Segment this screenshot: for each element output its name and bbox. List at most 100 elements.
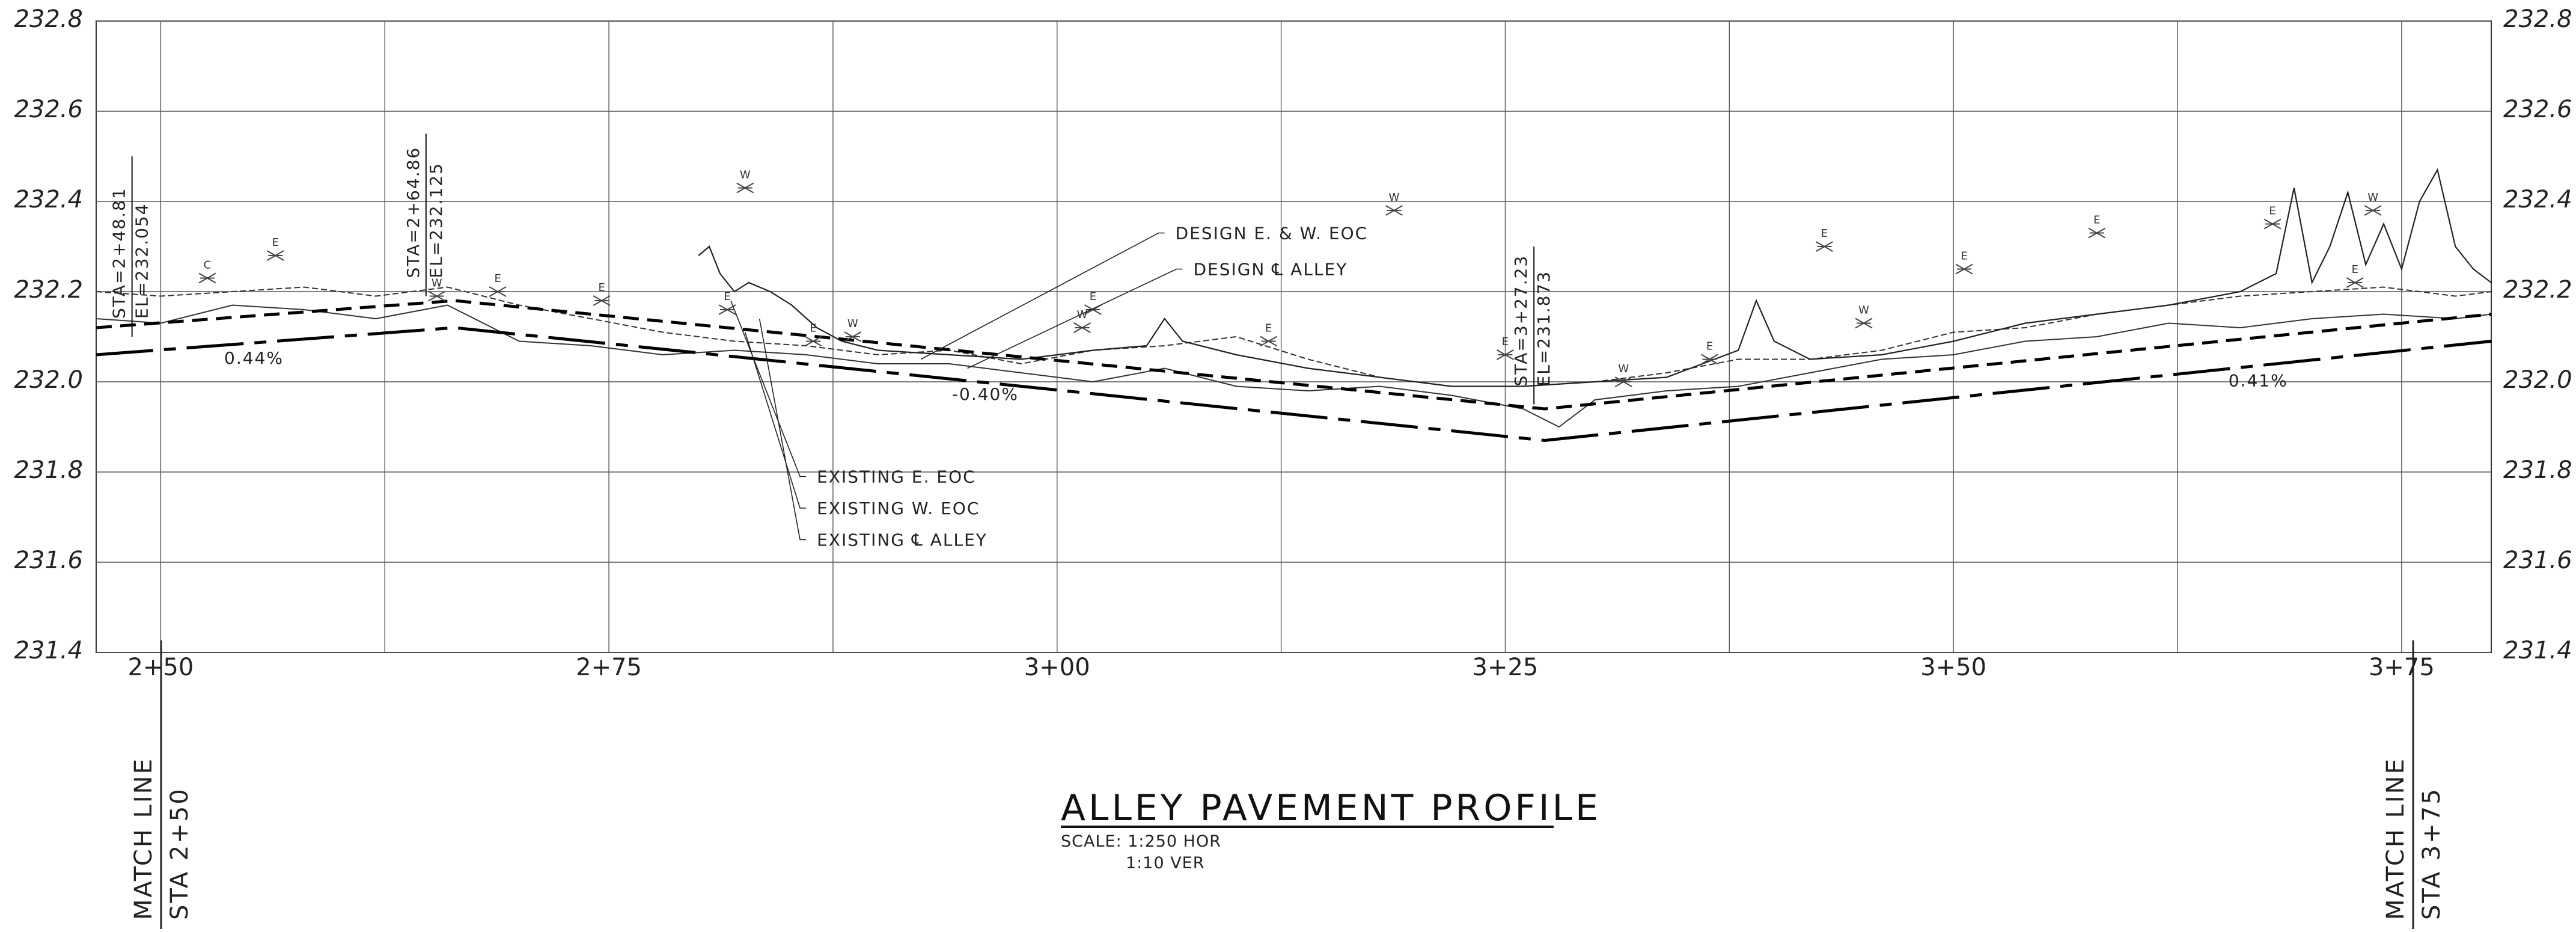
y-tick-label-left: 232.0 bbox=[14, 366, 83, 394]
survey-shot-marker: E bbox=[1955, 250, 1973, 275]
profile-curves bbox=[96, 168, 2492, 443]
survey-shot-marker: E bbox=[2088, 214, 2106, 239]
pvi-station-label: STA=2+48.81 bbox=[109, 187, 129, 319]
y-tick-label-left: 232.2 bbox=[14, 276, 83, 304]
y-tick-label-right: 231.6 bbox=[2503, 547, 2572, 574]
survey-shot-marker: E bbox=[2263, 205, 2281, 230]
match-right-line1: MATCH LINE bbox=[2382, 757, 2410, 920]
x-tick-label: 3+50 bbox=[1920, 654, 1986, 681]
marker-letter: E bbox=[1090, 290, 1096, 303]
pvi-label-group: STA=2+48.81 EL=232.054 bbox=[109, 187, 152, 319]
marker-letter: E bbox=[598, 281, 605, 294]
survey-shot-marker: E bbox=[804, 322, 822, 347]
callout-leader bbox=[967, 268, 1183, 369]
survey-shot-marker: W bbox=[2364, 191, 2382, 216]
marker-letter: E bbox=[1265, 322, 1272, 335]
survey-shot-marker: W bbox=[1614, 363, 1632, 387]
match-line-left: MATCH LINE STA 2+50 bbox=[130, 640, 194, 929]
y-tick-label-left: 231.4 bbox=[14, 637, 83, 664]
profile-grid bbox=[96, 20, 2492, 653]
match-line-right: MATCH LINE STA 3+75 bbox=[2382, 640, 2446, 929]
x-tick-label: 2+75 bbox=[576, 654, 642, 681]
existing-east-eoc-line bbox=[96, 286, 2492, 387]
marker-letter: E bbox=[272, 236, 279, 249]
x-tick-label: 3+25 bbox=[1473, 654, 1539, 681]
grade-slope-label: 0.44% bbox=[224, 348, 284, 368]
marker-letter: E bbox=[494, 272, 501, 285]
scale-horizontal: SCALE: 1:250 HOR bbox=[1061, 832, 1221, 851]
profile-labels: 232.8 232.8 232.6 232.6 232.4 232.4 232.2 232.2… bbox=[14, 5, 2572, 681]
callout-label: EXISTING ℄ ALLEY bbox=[817, 530, 987, 550]
marker-letter: E bbox=[2352, 263, 2358, 276]
pvi-station-label: STA=2+64.86 bbox=[403, 147, 423, 278]
marker-letter: E bbox=[1961, 250, 1967, 263]
pvi-elevation-label: EL=232.125 bbox=[426, 162, 446, 278]
callout-leader bbox=[920, 232, 1165, 360]
marker-letter: W bbox=[432, 277, 442, 290]
pvi-label-group: STA=3+27.23 EL=231.873 bbox=[1511, 255, 1554, 387]
y-tick-label-left: 232.8 bbox=[14, 5, 83, 33]
x-tick-label: 3+75 bbox=[2369, 654, 2435, 681]
survey-shot-marker: E bbox=[593, 281, 611, 306]
marker-letter: E bbox=[2093, 214, 2100, 227]
match-left-line1: MATCH LINE bbox=[130, 757, 157, 920]
survey-shot-marker: E bbox=[1815, 227, 1833, 252]
callout-label: EXISTING E. EOC bbox=[817, 467, 976, 487]
survey-shot-marker: W bbox=[736, 169, 754, 194]
survey-shot-marker: E bbox=[266, 236, 284, 261]
y-tick-label-right: 232.4 bbox=[2503, 186, 2572, 213]
callout-label: DESIGN E. & W. EOC bbox=[1176, 224, 1369, 244]
survey-shot-marker: E bbox=[1260, 322, 1278, 347]
survey-shot-marker: E bbox=[1496, 336, 1514, 360]
survey-shot-marker: W bbox=[1855, 304, 1873, 329]
marker-letter: E bbox=[2269, 205, 2275, 218]
survey-shot-marker: W bbox=[844, 317, 862, 342]
drawing-title: ALLEY PAVEMENT PROFILE bbox=[1061, 787, 1601, 829]
design-eoc-grade-line bbox=[96, 299, 2492, 411]
marker-letter: W bbox=[1618, 363, 1629, 375]
callout-label: DESIGN ℄ ALLEY bbox=[1193, 260, 1348, 280]
pvi-elevation-label: EL=232.054 bbox=[132, 203, 152, 319]
survey-shot-marker: E bbox=[2346, 263, 2364, 288]
y-tick-label-left: 231.6 bbox=[14, 547, 83, 574]
callout-label: EXISTING W. EOC bbox=[817, 498, 980, 518]
marker-letter: W bbox=[1077, 308, 1088, 321]
callout-leader bbox=[730, 300, 807, 477]
marker-letter: W bbox=[847, 317, 858, 330]
match-left-line2: STA 2+50 bbox=[166, 787, 194, 920]
marker-letter: W bbox=[2367, 191, 2378, 204]
marker-letter: W bbox=[1858, 304, 1869, 317]
survey-shot-marker: W bbox=[428, 277, 446, 302]
marker-letter: E bbox=[1502, 336, 1509, 348]
grade-slope-label: 0.41% bbox=[2229, 371, 2288, 391]
marker-letter: W bbox=[1389, 191, 1400, 204]
y-tick-label-right: 232.8 bbox=[2503, 5, 2572, 33]
y-tick-label-right: 232.6 bbox=[2503, 96, 2572, 123]
marker-letter: E bbox=[724, 290, 730, 303]
survey-shot-marker: E bbox=[489, 272, 507, 297]
survey-shot-marker: W bbox=[1385, 191, 1403, 216]
marker-letter: W bbox=[740, 169, 751, 182]
marker-letter: E bbox=[1706, 340, 1713, 353]
pvi-elevation-label: EL=231.873 bbox=[1534, 271, 1554, 387]
y-tick-label-right: 231.8 bbox=[2503, 456, 2572, 484]
y-tick-label-left: 232.4 bbox=[14, 186, 83, 213]
y-tick-label-right: 232.0 bbox=[2503, 366, 2572, 394]
scale-vertical: 1:10 VER bbox=[1126, 854, 1205, 872]
y-tick-label-left: 232.6 bbox=[14, 96, 83, 123]
survey-shot-marker: W bbox=[1073, 308, 1091, 333]
survey-shot-marker: E bbox=[718, 290, 736, 315]
grade-slope-label: -0.40% bbox=[952, 384, 1019, 404]
survey-shot-marker: E bbox=[1701, 340, 1719, 365]
marker-letter: C bbox=[204, 259, 212, 272]
plot-frame bbox=[96, 20, 2492, 653]
match-right-line2: STA 3+75 bbox=[2418, 787, 2446, 920]
pvi-station-label: STA=3+27.23 bbox=[1511, 255, 1531, 387]
callout-leader bbox=[758, 318, 807, 541]
marker-letter: E bbox=[1821, 227, 1828, 240]
y-tick-label-left: 231.8 bbox=[14, 456, 83, 484]
callout-leader bbox=[745, 332, 807, 509]
survey-shot-marker: C bbox=[198, 259, 216, 284]
